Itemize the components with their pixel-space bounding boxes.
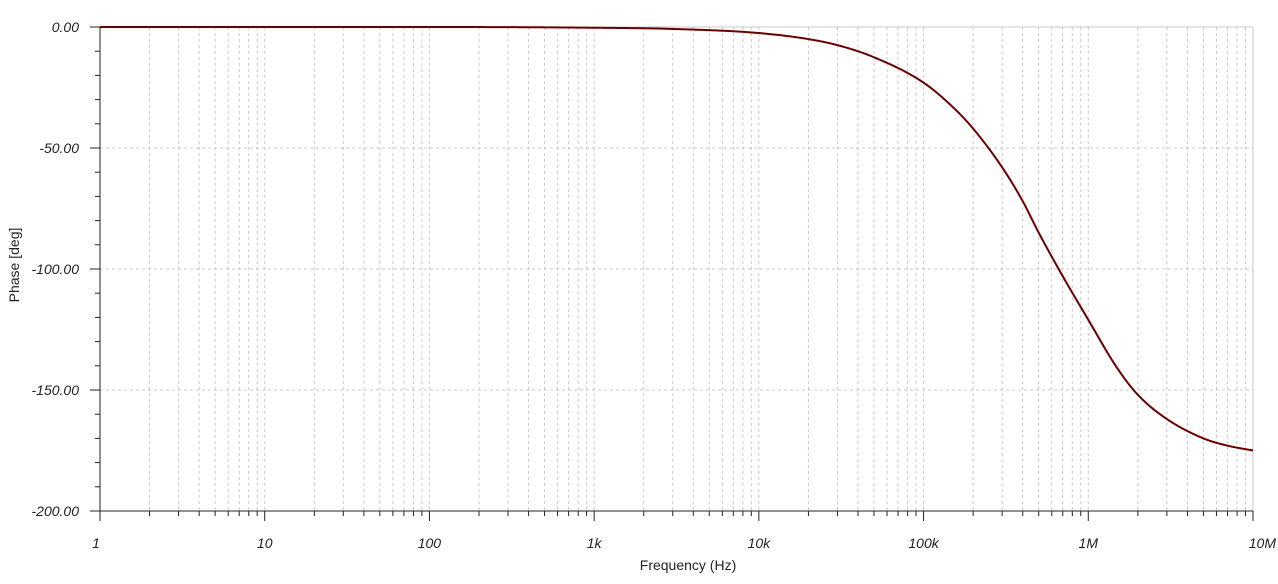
- y-tick-label: -200.00: [32, 503, 80, 519]
- series-layer: [100, 26, 1254, 452]
- y-axis-label: Phase [deg]: [6, 228, 22, 303]
- x-tick-label: 10: [257, 535, 273, 551]
- y-tick-label: 0.00: [52, 19, 79, 35]
- x-tick-label: 1k: [587, 535, 603, 551]
- x-tick-label: 100k: [908, 535, 939, 551]
- x-tick-label: 1: [92, 535, 100, 551]
- y-tick-label: -150.00: [32, 382, 80, 398]
- x-tick-label: 100: [418, 535, 442, 551]
- tick-labels: 0.00 -50.00 -100.00 -150.00 -200.00 1 10 100 1k 1…: [32, 19, 1277, 551]
- x-tick-label: 10k: [748, 535, 772, 551]
- x-tick-label: 1M: [1079, 535, 1099, 551]
- x-tick-label: 10M: [1249, 535, 1277, 551]
- phase-series-line: [100, 26, 1254, 452]
- y-tick-label: -100.00: [32, 261, 80, 277]
- y-tick-label: -50.00: [39, 140, 79, 156]
- grid: [100, 27, 1253, 511]
- x-axis-label: Frequency (Hz): [640, 557, 736, 573]
